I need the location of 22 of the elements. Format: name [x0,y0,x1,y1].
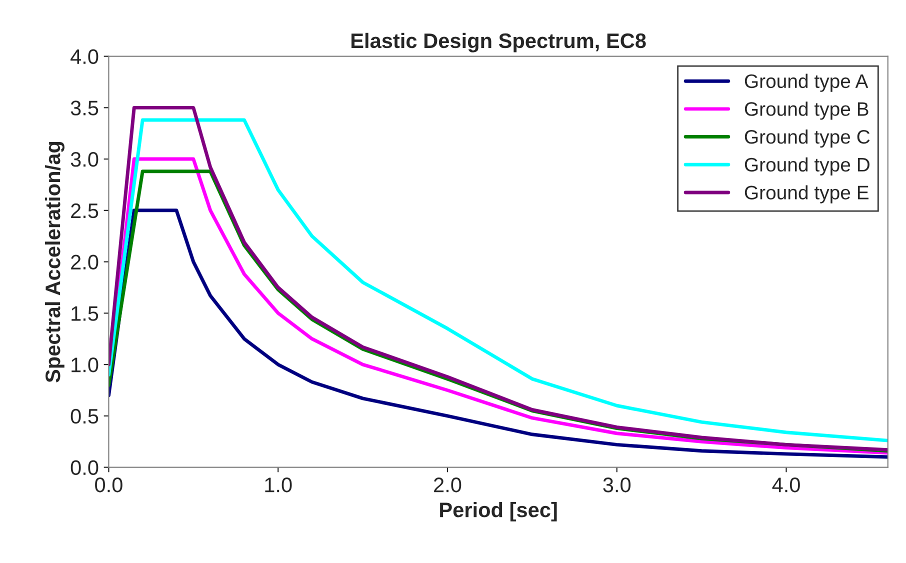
y-tick-label: 2.5 [71,203,98,218]
chart-title: Elastic Design Spectrum, EC8 [352,32,646,52]
y-tick-label: 3.0 [70,152,98,167]
y-tick-label: 0.5 [70,408,98,424]
legend-label: Ground type A [744,74,868,92]
x-tick-label: 0.0 [95,478,122,492]
y-axis-title: Spectral Acceleration/ag [44,142,64,382]
x-axis-title: Period [sec] [440,502,557,522]
legend-label: Ground type C [744,129,870,148]
x-tick-label: 3.0 [603,478,631,492]
y-tick-label: 4.0 [70,49,98,64]
legend-label: Ground type E [744,185,868,204]
legend-label: Ground type B [744,102,868,120]
y-tick-label: 3.5 [70,100,98,116]
x-tick-label: 1.0 [265,478,292,492]
y-tick-label: 1.5 [72,306,98,321]
x-tick-label: 4.0 [772,478,800,492]
legend-label: Ground type D [744,157,870,176]
y-tick-label: 0.0 [70,460,98,476]
x-tick-label: 2.0 [434,478,462,492]
y-tick-label: 1.0 [72,358,98,372]
y-tick-label: 2.0 [71,254,98,270]
